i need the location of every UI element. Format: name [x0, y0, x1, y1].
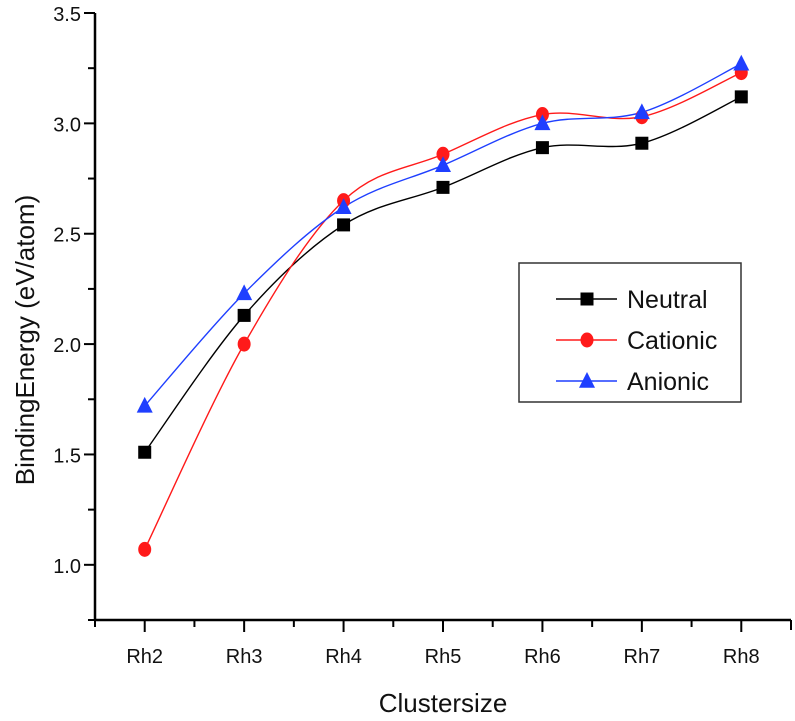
data-point-anionic	[633, 103, 650, 120]
x-tick-label: Rh2	[126, 646, 163, 668]
x-tick-label: Rh7	[624, 646, 661, 668]
y-ticks: 1.0 1.5 2.0 2.5 3.0 3.5	[53, 4, 95, 621]
data-point-neutral	[535, 141, 549, 155]
data-point-anionic	[236, 284, 253, 301]
data-point-anionic	[534, 114, 551, 131]
data-point-anionic	[435, 156, 451, 173]
y-tick-label: 3.0	[53, 114, 81, 136]
data-point-cationic	[436, 146, 450, 162]
data-point-cationic	[138, 541, 152, 557]
data-point-neutral	[237, 308, 251, 322]
data-point-anionic	[335, 198, 352, 214]
legend: Neutral Cationic Anionic	[518, 262, 742, 403]
legend-label-neutral: Neutral	[627, 286, 708, 314]
legend-label-anionic: Anionic	[627, 368, 709, 396]
legend-box	[518, 262, 742, 403]
y-axis-title: BindingEnergy (eV/atom)	[10, 195, 40, 485]
data-point-neutral	[734, 90, 748, 104]
x-tick-label: Rh5	[425, 646, 462, 668]
data-point-neutral	[337, 218, 351, 232]
legend-label-cationic: Cationic	[627, 327, 717, 355]
legend-marker-neutral	[580, 292, 594, 306]
legend-marker-anionic	[579, 372, 595, 388]
series-markers	[136, 54, 750, 557]
y-tick-label: 1.0	[53, 556, 81, 578]
y-tick-label: 2.5	[53, 225, 81, 247]
x-ticks: Rh2 Rh3 Rh4 Rh5 Rh6 Rh7 Rh8	[94, 620, 760, 668]
data-point-anionic	[136, 396, 153, 413]
x-axis-title: Clustersize	[379, 688, 508, 718]
x-tick-label: Rh3	[226, 646, 263, 668]
x-tick-label: Rh4	[325, 646, 362, 668]
data-point-cationic	[237, 336, 251, 352]
legend-marker-cationic	[580, 332, 594, 348]
x-tick-label: Rh6	[524, 646, 561, 668]
y-tick-label: 1.5	[53, 445, 81, 467]
data-point-neutral	[436, 180, 450, 194]
data-point-neutral	[635, 136, 649, 150]
data-point-anionic	[733, 54, 750, 71]
y-tick-label: 3.5	[53, 4, 81, 26]
data-point-neutral	[138, 445, 152, 459]
x-tick-label: Rh8	[723, 646, 760, 668]
y-tick-label: 2.0	[53, 335, 81, 357]
